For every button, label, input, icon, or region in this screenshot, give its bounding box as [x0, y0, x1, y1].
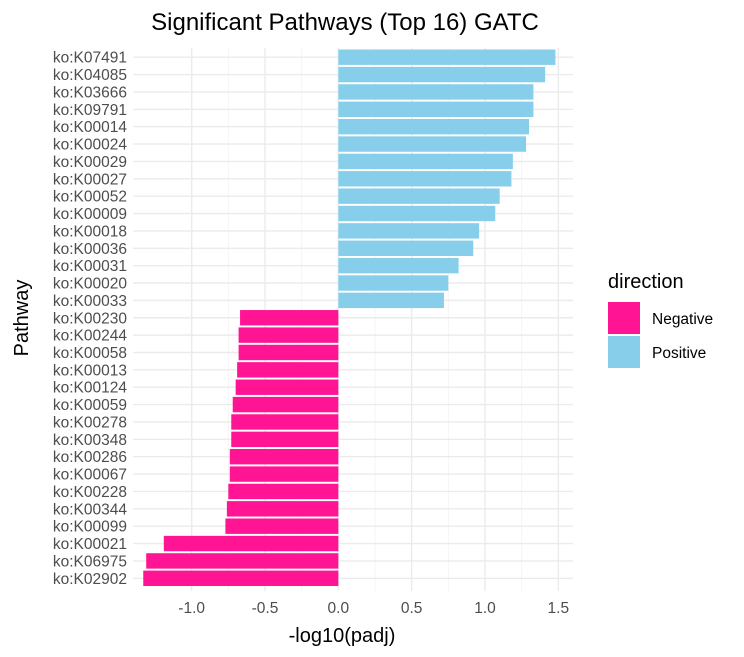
- legend-key-negative: [608, 302, 640, 334]
- y-tick-labels: ko:K07491ko:K04085ko:K03666ko:K09791ko:K…: [53, 50, 127, 588]
- y-tick-label: ko:K00020: [53, 276, 127, 293]
- y-tick-label: ko:K00058: [53, 345, 127, 362]
- bar-ko-k00278: [231, 414, 339, 430]
- bar-ko-k00244: [238, 327, 339, 343]
- bar-ko-k06975: [146, 553, 339, 569]
- bar-ko-k00027: [338, 171, 512, 187]
- legend-label-positive: Positive: [652, 345, 706, 362]
- bar-ko-k00124: [235, 379, 339, 395]
- x-tick-label: 1.0: [474, 600, 496, 617]
- bar-ko-k00033: [338, 292, 444, 309]
- y-tick-label: ko:K00024: [53, 137, 127, 154]
- legend-label-negative: Negative: [652, 311, 713, 328]
- legend-title: direction: [608, 271, 684, 293]
- y-tick-label: ko:K00059: [53, 397, 127, 414]
- y-axis-title: Pathway: [11, 280, 33, 357]
- bar-ko-k00031: [338, 257, 459, 274]
- bar-ko-k00024: [338, 136, 527, 152]
- y-tick-label: ko:K06975: [53, 553, 127, 570]
- bar-ko-k00029: [338, 153, 513, 170]
- x-tick-label: -0.5: [252, 600, 279, 617]
- y-tick-label: ko:K00009: [53, 206, 127, 223]
- bar-ko-k02902: [143, 570, 339, 586]
- bar-ko-k00286: [229, 449, 339, 465]
- bar-ko-k00018: [338, 223, 480, 239]
- bar-ko-k00067: [229, 466, 339, 482]
- bar-ko-k00036: [338, 240, 474, 256]
- y-tick-label: ko:K00018: [53, 223, 127, 240]
- x-tick-label: -1.0: [178, 600, 205, 617]
- y-tick-label: ko:K00228: [53, 484, 127, 501]
- bar-ko-k00059: [232, 396, 339, 413]
- legend-key-positive: [608, 336, 640, 368]
- bar-ko-k09791: [338, 101, 534, 118]
- bar-ko-k00348: [231, 431, 339, 448]
- y-tick-label: ko:K00036: [53, 241, 127, 258]
- bar-ko-k00344: [226, 501, 339, 517]
- y-tick-label: ko:K00014: [53, 119, 127, 136]
- y-tick-label: ko:K02902: [53, 571, 127, 588]
- y-tick-label: ko:K00348: [53, 432, 127, 449]
- bar-ko-k00230: [240, 310, 339, 326]
- bar-ko-k00020: [338, 275, 449, 291]
- bar-ko-k04085: [338, 66, 546, 83]
- x-tick-labels: -1.0 -0.5 0.0 0.5 1.0 1.5: [178, 600, 569, 617]
- y-tick-label: ko:K04085: [53, 67, 127, 84]
- chart-title: Significant Pathways (Top 16) GATC: [151, 9, 539, 36]
- y-tick-label: ko:K00278: [53, 414, 127, 431]
- bar-ko-k00099: [225, 518, 339, 534]
- y-tick-label: ko:K07491: [53, 50, 127, 67]
- y-tick-label: ko:K00099: [53, 519, 127, 536]
- y-tick-label: ko:K00052: [53, 189, 127, 206]
- bar-ko-k00013: [237, 362, 339, 378]
- y-tick-label: ko:K00230: [53, 310, 127, 327]
- y-tick-label: ko:K00027: [53, 171, 127, 188]
- y-tick-label: ko:K00244: [53, 328, 127, 345]
- y-tick-label: ko:K00033: [53, 293, 127, 310]
- x-tick-label: 0.0: [328, 600, 350, 617]
- bar-ko-k03666: [338, 84, 534, 100]
- bars: [143, 49, 556, 586]
- y-tick-label: ko:K00029: [53, 154, 127, 171]
- y-tick-label: ko:K09791: [53, 102, 127, 119]
- y-tick-label: ko:K00344: [53, 501, 127, 518]
- legend-items: Negative Positive: [608, 302, 713, 368]
- bar-ko-k00014: [338, 118, 529, 135]
- x-tick-label: 1.5: [548, 600, 570, 617]
- y-tick-label: ko:K00031: [53, 258, 127, 275]
- legend: direction Negative Positive: [608, 271, 713, 368]
- bar-ko-k07491: [338, 49, 556, 65]
- y-tick-label: ko:K03666: [53, 84, 127, 101]
- y-tick-label: ko:K00286: [53, 449, 127, 466]
- bar-ko-k00228: [228, 483, 339, 500]
- bar-ko-k00052: [338, 188, 500, 204]
- y-tick-label: ko:K00067: [53, 467, 127, 484]
- bar-ko-k00009: [338, 205, 496, 222]
- bar-ko-k00021: [163, 535, 339, 552]
- bar-ko-k00058: [238, 344, 339, 361]
- y-tick-label: ko:K00124: [53, 380, 127, 397]
- y-tick-label: ko:K00013: [53, 362, 127, 379]
- x-tick-label: 0.5: [401, 600, 423, 617]
- y-tick-label: ko:K00021: [53, 536, 127, 553]
- x-axis-title: -log10(padj): [289, 625, 396, 647]
